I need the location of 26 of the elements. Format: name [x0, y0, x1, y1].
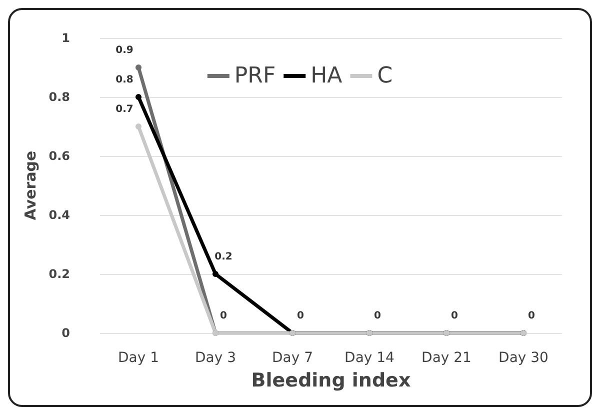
legend-label: C [377, 64, 393, 88]
x-tick-label: Day 3 [194, 350, 236, 366]
data-label: 0.2 [214, 252, 232, 262]
y-tick-label: 0.4 [48, 208, 70, 222]
y-tick-label: 0.8 [48, 90, 70, 104]
x-axis-title: Bleeding index [251, 370, 411, 392]
y-tick-label: 0.2 [48, 267, 70, 281]
y-tick-label: 0.6 [48, 149, 70, 163]
data-label: 0 [451, 310, 458, 322]
data-label: 0.8 [116, 74, 134, 86]
data-label: 0 [220, 310, 228, 322]
y-axis-title: Average [21, 150, 40, 220]
x-tick-label: Day 21 [422, 350, 472, 366]
data-label: 0 [374, 310, 382, 322]
data-label: 0.7 [116, 104, 134, 115]
data-label: 0 [297, 310, 304, 322]
y-tick-label: 1 [62, 31, 70, 45]
x-tick-label: Day 1 [118, 350, 160, 366]
x-tick-label: Day 14 [344, 350, 395, 366]
x-tick-label: Day 30 [498, 350, 548, 366]
legend-label: PRF [234, 64, 276, 88]
data-label: 0.9 [116, 45, 134, 56]
data-label: 0 [528, 310, 536, 322]
y-tick-label: 0 [62, 326, 70, 340]
legend-label: HA [310, 64, 342, 88]
x-tick-label: Day 7 [272, 350, 314, 366]
